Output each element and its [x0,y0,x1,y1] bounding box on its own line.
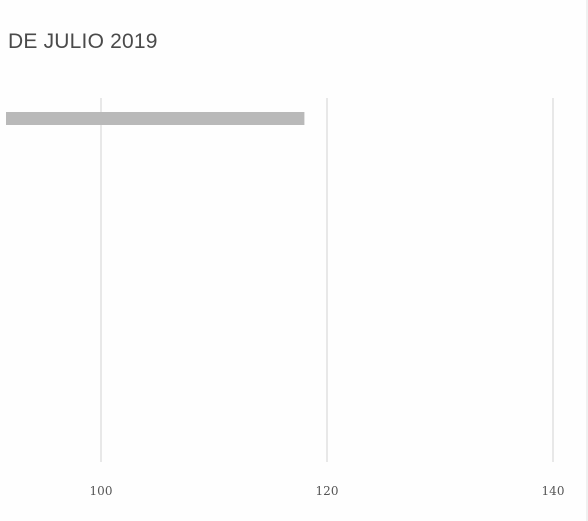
bars [6,112,305,125]
x-tick-label: 100 [90,484,113,498]
x-tick-label: 140 [542,484,565,498]
x-tick-label: 120 [316,484,339,498]
x-axis-ticks: 100 120 140 [90,484,565,498]
page-edge [586,0,588,521]
bar [6,112,305,125]
gridlines [100,98,554,462]
chart-title: DE JULIO 2019 [8,30,158,53]
